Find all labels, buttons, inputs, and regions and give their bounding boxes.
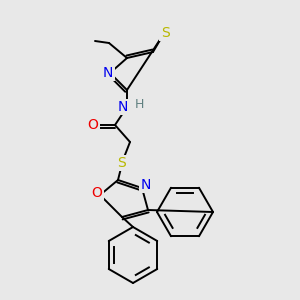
Text: O: O (92, 186, 102, 200)
Text: S: S (117, 156, 125, 170)
Text: N: N (103, 66, 113, 80)
Text: H: H (134, 98, 144, 110)
Text: S: S (160, 26, 169, 40)
Text: N: N (118, 100, 128, 114)
Text: O: O (88, 118, 98, 132)
Text: N: N (141, 178, 151, 192)
